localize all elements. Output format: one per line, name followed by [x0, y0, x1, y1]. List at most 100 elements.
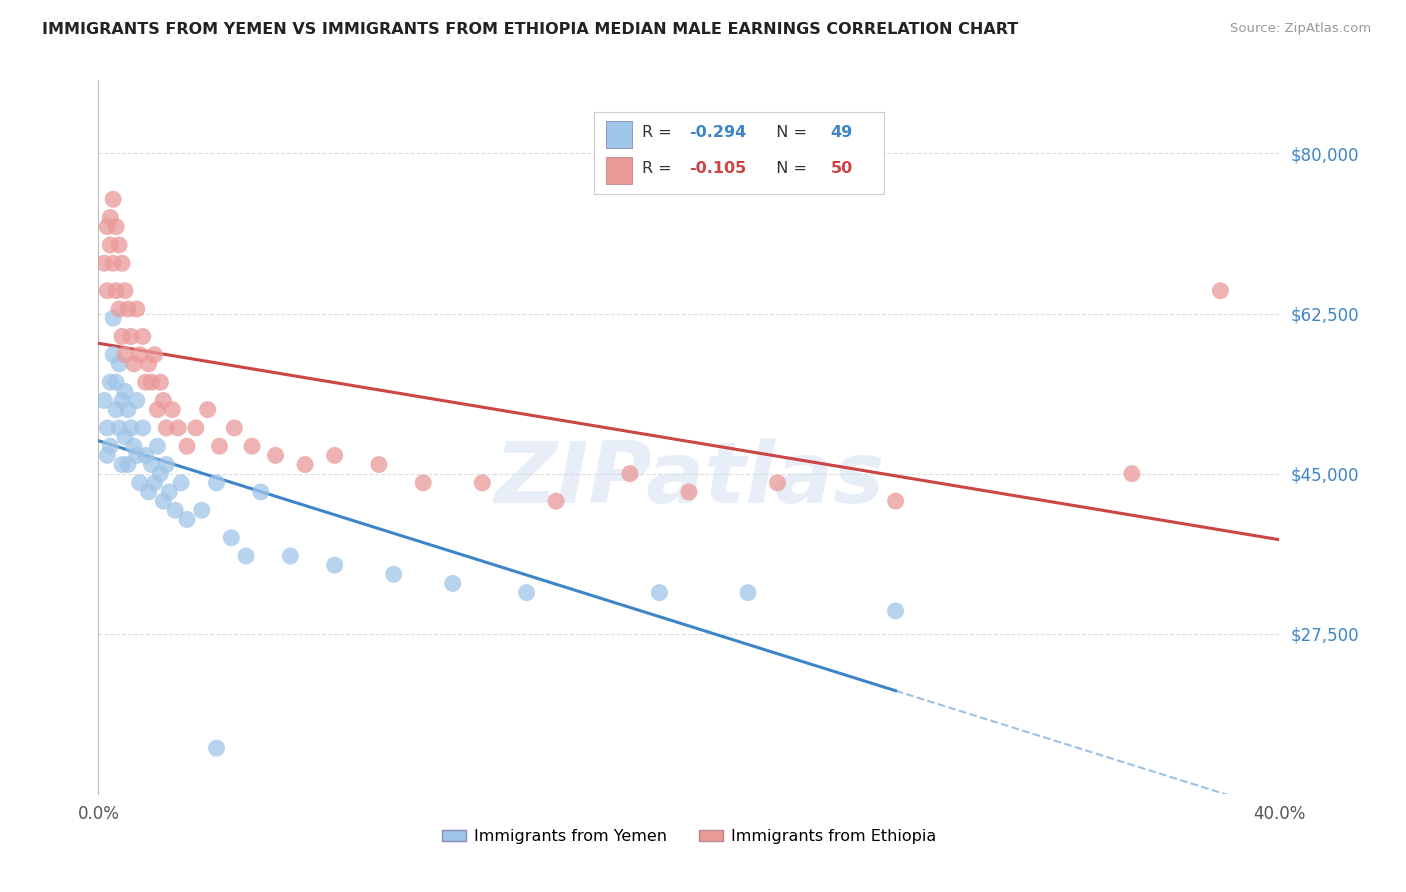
Point — [264, 449, 287, 463]
Point — [176, 439, 198, 453]
Point — [155, 421, 177, 435]
Point — [111, 393, 134, 408]
Point — [167, 421, 190, 435]
Point — [546, 494, 568, 508]
FancyBboxPatch shape — [606, 157, 633, 184]
Point — [128, 475, 150, 490]
Point — [678, 485, 700, 500]
Text: 50: 50 — [831, 161, 853, 176]
Point — [96, 449, 118, 463]
Point — [1209, 284, 1232, 298]
Point — [1121, 467, 1143, 481]
Point — [105, 402, 128, 417]
Text: IMMIGRANTS FROM YEMEN VS IMMIGRANTS FROM ETHIOPIA MEDIAN MALE EARNINGS CORRELATI: IMMIGRANTS FROM YEMEN VS IMMIGRANTS FROM… — [42, 22, 1018, 37]
Point — [766, 475, 789, 490]
Point — [120, 421, 142, 435]
Point — [114, 284, 136, 298]
Point — [114, 430, 136, 444]
Point — [323, 449, 346, 463]
Point — [103, 256, 125, 270]
Point — [108, 357, 131, 371]
Point — [93, 256, 115, 270]
Text: N =: N = — [766, 125, 811, 140]
Point — [114, 348, 136, 362]
Point — [648, 585, 671, 599]
Point — [111, 329, 134, 343]
Point — [205, 741, 228, 756]
Point — [105, 219, 128, 234]
Point — [146, 439, 169, 453]
Point — [149, 375, 172, 389]
Point — [280, 549, 302, 563]
Point — [471, 475, 494, 490]
Point — [155, 458, 177, 472]
Legend: Immigrants from Yemen, Immigrants from Ethiopia: Immigrants from Yemen, Immigrants from E… — [436, 822, 942, 850]
Point — [114, 384, 136, 399]
Point — [221, 531, 243, 545]
Point — [138, 357, 160, 371]
Point — [412, 475, 434, 490]
Point — [132, 329, 155, 343]
Point — [165, 503, 187, 517]
Point — [170, 475, 193, 490]
Point — [125, 449, 148, 463]
Point — [93, 393, 115, 408]
Point — [128, 348, 150, 362]
Text: -0.105: -0.105 — [689, 161, 747, 176]
Point — [125, 393, 148, 408]
Point — [235, 549, 257, 563]
Point — [152, 494, 174, 508]
Point — [516, 585, 538, 599]
FancyBboxPatch shape — [595, 112, 884, 194]
FancyBboxPatch shape — [606, 121, 633, 148]
Point — [117, 301, 139, 316]
Text: Source: ZipAtlas.com: Source: ZipAtlas.com — [1230, 22, 1371, 36]
Point — [135, 449, 157, 463]
Point — [176, 512, 198, 526]
Point — [197, 402, 219, 417]
Point — [108, 238, 131, 252]
Point — [141, 375, 163, 389]
Point — [294, 458, 316, 472]
Point — [135, 375, 157, 389]
Text: -0.294: -0.294 — [689, 125, 747, 140]
Point — [120, 329, 142, 343]
Point — [103, 348, 125, 362]
Point — [240, 439, 263, 453]
Text: R =: R = — [641, 125, 676, 140]
Point — [737, 585, 759, 599]
Point — [149, 467, 172, 481]
Point — [96, 219, 118, 234]
Point — [108, 301, 131, 316]
Text: N =: N = — [766, 161, 811, 176]
Point — [98, 439, 121, 453]
Text: ZIPatlas: ZIPatlas — [494, 438, 884, 522]
Point — [111, 458, 134, 472]
Point — [157, 485, 180, 500]
Point — [138, 485, 160, 500]
Point — [250, 485, 273, 500]
Point — [96, 421, 118, 435]
Point — [125, 301, 148, 316]
Point — [98, 211, 121, 225]
Point — [146, 402, 169, 417]
Point — [98, 238, 121, 252]
Point — [152, 393, 174, 408]
Point — [117, 402, 139, 417]
Point — [368, 458, 391, 472]
Point — [103, 311, 125, 326]
Point — [382, 567, 405, 582]
Point — [323, 558, 346, 573]
Text: R =: R = — [641, 161, 676, 176]
Point — [619, 467, 641, 481]
Point — [224, 421, 246, 435]
Point — [111, 256, 134, 270]
Point — [441, 576, 464, 591]
Point — [132, 421, 155, 435]
Point — [205, 475, 228, 490]
Text: 49: 49 — [831, 125, 853, 140]
Point — [884, 494, 907, 508]
Point — [96, 284, 118, 298]
Point — [105, 375, 128, 389]
Point — [117, 458, 139, 472]
